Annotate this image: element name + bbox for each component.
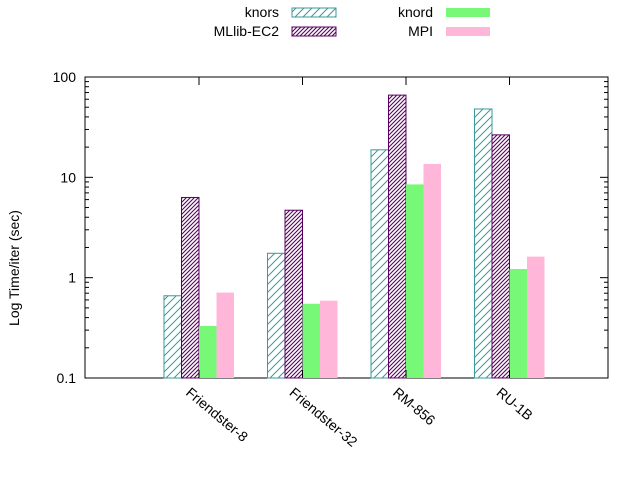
bar-mllib-ec2 — [491, 134, 510, 379]
x-tick-label: RM-856 — [390, 384, 439, 428]
y-tick-label: 0.1 — [57, 370, 77, 386]
legend-swatch-mpi — [446, 27, 490, 36]
legend-label: MLlib-EC2 — [214, 23, 280, 39]
bar-knord — [199, 325, 217, 378]
bar-knord — [302, 303, 320, 378]
legend-label: MPI — [408, 23, 433, 39]
y-axis-label: Log Time/iter (sec) — [6, 210, 22, 326]
y-tick-label: 10 — [60, 169, 76, 185]
y-tick-label: 100 — [53, 69, 77, 85]
bar-mpi — [423, 163, 441, 378]
bar-knors — [474, 108, 493, 379]
y-tick-label: 1 — [68, 270, 76, 286]
legend-swatch-knord — [446, 8, 490, 17]
legend-swatch-mllib-ec2 — [291, 26, 337, 37]
bar-mllib-ec2 — [181, 196, 200, 379]
bar-knord — [509, 269, 527, 378]
legend-label: knors — [245, 4, 279, 20]
plot-area: 0.1 1 10 100 Friendster-8 Friendster-32 RM-856… — [53, 69, 609, 450]
bar-knord — [406, 184, 424, 378]
bar-knors — [163, 295, 182, 379]
legend-swatch-knors — [291, 7, 337, 18]
x-tick-label: Friendster-8 — [183, 384, 251, 445]
bar-mpi — [527, 256, 545, 378]
x-tick-label: RU-1B — [494, 384, 536, 423]
bar-mllib-ec2 — [388, 94, 407, 379]
bar-mllib-ec2 — [284, 209, 303, 379]
bar-knors — [370, 149, 389, 379]
bar-mpi — [320, 300, 338, 378]
plot-frame — [84, 76, 609, 379]
legend-label: knord — [398, 4, 433, 20]
bar-mpi — [216, 292, 234, 378]
x-tick-label: Friendster-32 — [287, 384, 361, 450]
legend: knors MLlib-EC2 knord MPI — [214, 4, 490, 39]
bar-knors — [267, 252, 286, 379]
